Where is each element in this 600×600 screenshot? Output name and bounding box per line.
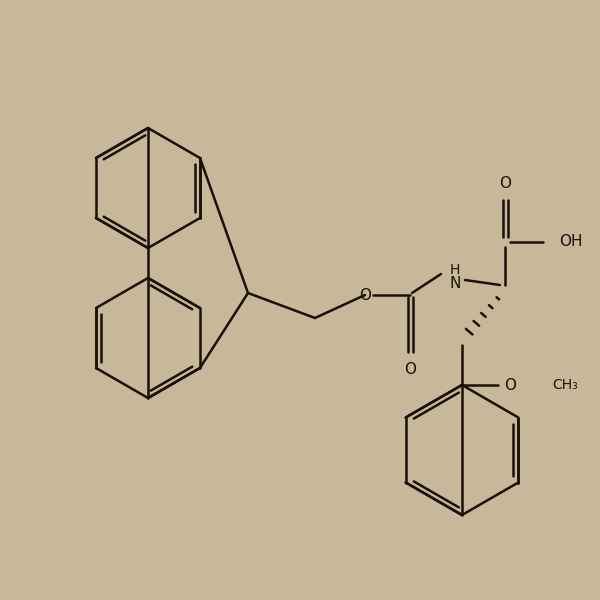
Text: O: O [499,176,511,191]
Text: O: O [404,362,416,377]
Text: CH₃: CH₃ [552,378,578,392]
Text: H: H [450,263,460,277]
Text: O: O [359,287,371,302]
Text: N: N [449,277,461,292]
Text: O: O [504,377,516,392]
Text: OH: OH [559,235,583,250]
